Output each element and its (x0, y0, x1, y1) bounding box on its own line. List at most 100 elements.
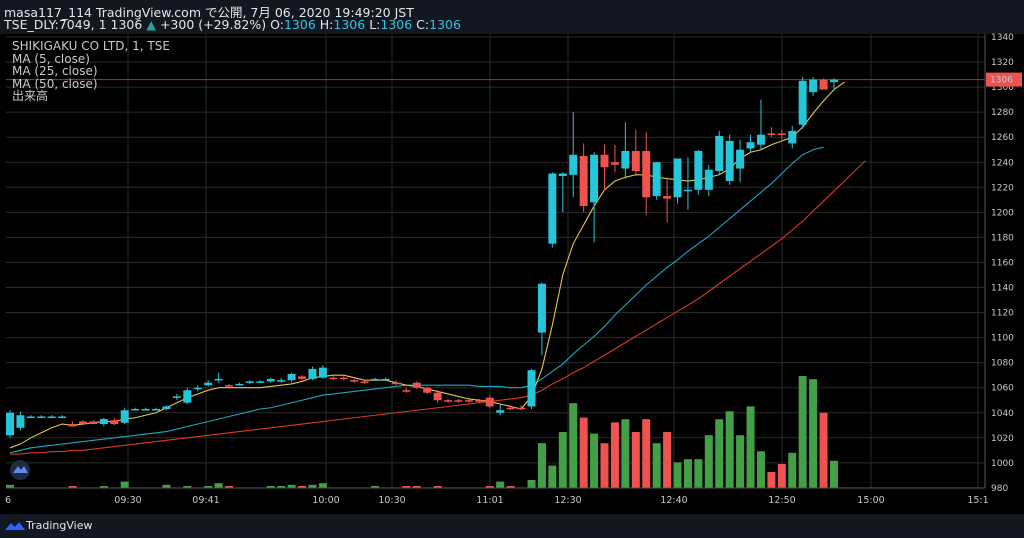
volume-bar (537, 443, 546, 488)
volume-bar (809, 379, 818, 488)
volume-bar (663, 432, 672, 488)
candle-body (537, 283, 546, 333)
candle-body (652, 162, 661, 197)
volume-bar (225, 486, 234, 488)
y-tick-label: 1260 (991, 133, 1014, 143)
high-label: H: (319, 17, 334, 32)
volume-bar (527, 480, 536, 488)
x-tick-label: 10:30 (378, 495, 405, 506)
volume-bar (694, 459, 703, 488)
candle-body (600, 154, 609, 168)
candle-body (287, 373, 296, 381)
candle-body (475, 400, 484, 402)
volume-bar (683, 459, 692, 488)
brand-label: TradingView (26, 519, 93, 532)
candle-body (496, 410, 505, 413)
candle-body (642, 150, 651, 198)
volume-bar (287, 484, 296, 488)
legend-volume: 出来高 (12, 89, 49, 103)
x-tick-label: 09:30 (114, 495, 141, 506)
candle-body (485, 397, 494, 407)
tradingview-logo-icon (5, 522, 25, 530)
x-tick-label: 12:40 (660, 495, 687, 506)
volume-bar (204, 486, 213, 488)
candle-body (673, 158, 682, 198)
volume-bar (412, 486, 421, 488)
volume-bar (298, 486, 307, 488)
volume-bar (767, 472, 776, 488)
volume-bar (642, 419, 651, 488)
volume-bar (579, 417, 588, 488)
candle-body (829, 79, 838, 83)
candle-body (308, 368, 317, 379)
y-tick-label: 1100 (991, 334, 1014, 344)
volume-bar (183, 486, 192, 488)
volume-bar (788, 452, 797, 488)
open-label: O: (270, 17, 284, 32)
chart-axes: 1340 1320 1300 1280 1260 1240 1220 1200 1180 1160… (5, 33, 1022, 506)
candle-body (517, 407, 526, 410)
candle-body (120, 410, 129, 423)
volume-bar (590, 433, 599, 488)
candle-body (141, 408, 150, 411)
volume-bar (162, 484, 171, 488)
y-tick-label: 1140 (991, 284, 1014, 294)
volume-bar (819, 412, 828, 488)
candle-body (26, 416, 35, 419)
candle-body (569, 154, 578, 175)
candle-body (110, 420, 119, 425)
up-arrow-icon: ▲ (146, 17, 156, 32)
y-tick-label: 1120 (991, 309, 1014, 319)
candle-body (819, 79, 828, 90)
candle-body (204, 382, 213, 386)
candle-body (266, 378, 275, 382)
candle-body (767, 133, 776, 135)
candle-body (360, 381, 369, 383)
candle-body (527, 370, 536, 407)
candle-body (329, 377, 338, 380)
candle-body (298, 376, 307, 379)
last-price-badge (986, 72, 1022, 87)
candle-body (558, 173, 567, 177)
legend-ma25: MA (25, close) (12, 64, 98, 78)
candle-body (193, 387, 202, 390)
y-tick-label: 1240 (991, 158, 1014, 168)
open-value: 1306 (283, 17, 316, 32)
legend-title: SHIKIGAKU CO LTD, 1, TSE (12, 39, 170, 53)
volume-bar (777, 464, 786, 488)
candle-body (610, 162, 619, 165)
volume-bar (402, 486, 411, 488)
y-tick-label: 1080 (991, 359, 1014, 369)
candle-body (715, 135, 724, 172)
candle-body (809, 79, 818, 93)
volume-bar (496, 481, 505, 488)
volume-bar (485, 486, 494, 488)
ma50-line (10, 160, 866, 455)
chart-header: masa117_114 TradingView.com で公開, 7月 06, … (0, 0, 1024, 34)
candle-body (6, 412, 14, 436)
candle-body (318, 367, 327, 378)
volume-bar (798, 376, 807, 488)
candle-body (339, 377, 348, 380)
ma25-line (9, 146, 824, 454)
candle-body (412, 382, 421, 388)
candle-body (79, 421, 88, 425)
candlesticks (6, 77, 985, 438)
x-tick-label: 11:01 (476, 495, 503, 506)
candle-body (590, 154, 599, 203)
candle-body (621, 150, 630, 169)
y-tick-label: 1340 (991, 33, 1014, 43)
candle-body (444, 400, 453, 402)
x-tick-label: 12:30 (554, 495, 581, 506)
footer-bar: TradingView (0, 514, 1024, 538)
y-tick-label: 1300 (991, 83, 1014, 93)
volume-bar (569, 403, 578, 488)
volume-bar (277, 486, 286, 488)
volume-bar (610, 422, 619, 488)
symbol-line: TSE_DLY:7049, 1 1306 ▲ +300 (+29.82%) O:… (4, 17, 461, 32)
candle-body (37, 416, 46, 419)
candle-body (433, 392, 442, 401)
symbol-label: TSE_DLY:7049, 1 1306 (4, 17, 143, 32)
x-tick-label: 6 (5, 495, 11, 506)
